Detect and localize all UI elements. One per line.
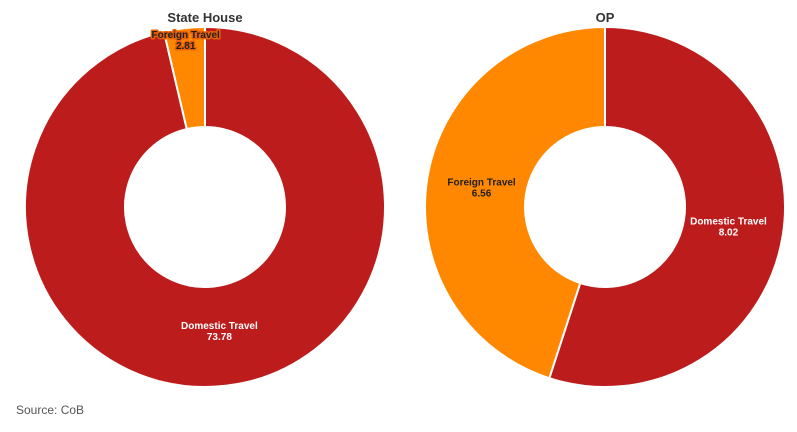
slice-label-foreign-travel: Foreign Travel 2.81 bbox=[151, 30, 220, 52]
slice-label-domestic-travel: Domestic Travel 73.78 bbox=[181, 321, 258, 343]
slice-label-value: 8.02 bbox=[719, 228, 739, 239]
slice-label-foreign-travel: Foreign Travel 6.56 bbox=[447, 177, 516, 199]
donut-slice-domestic-travel bbox=[548, 25, 786, 388]
chart-title-op: OP bbox=[596, 10, 615, 25]
label-group-op: Domestic Travel 8.02 Foreign Travel 6.56 bbox=[447, 177, 767, 238]
donut-chart-state-house: State House Foreign Travel 2.81 Domestic T… bbox=[24, 10, 386, 388]
donut-chart-op: OP Domestic Travel 8.02 Foreign Travel 6.56 bbox=[424, 10, 786, 388]
donut-slice-domestic-travel bbox=[24, 25, 386, 388]
slice-label-name: Domestic Travel bbox=[181, 321, 258, 332]
chart-title-state-house: State House bbox=[167, 10, 242, 25]
slice-label-name: Foreign Travel bbox=[447, 177, 516, 188]
slice-label-value: 2.81 bbox=[176, 41, 196, 52]
slice-label-value: 73.78 bbox=[207, 332, 232, 343]
slice-group-state-house bbox=[24, 25, 386, 388]
slice-label-value: 6.56 bbox=[472, 188, 492, 199]
slice-label-name: Domestic Travel bbox=[690, 217, 767, 228]
source-note: Source: CoB bbox=[16, 403, 85, 417]
donut-slice-foreign-travel bbox=[424, 25, 606, 380]
slice-group-op bbox=[424, 25, 786, 388]
slice-label-name: Foreign Travel bbox=[151, 30, 220, 41]
slice-label-domestic-travel: Domestic Travel 8.02 bbox=[690, 217, 767, 239]
label-group-state-house: Foreign Travel 2.81 Domestic Travel 73.78 bbox=[150, 29, 258, 344]
